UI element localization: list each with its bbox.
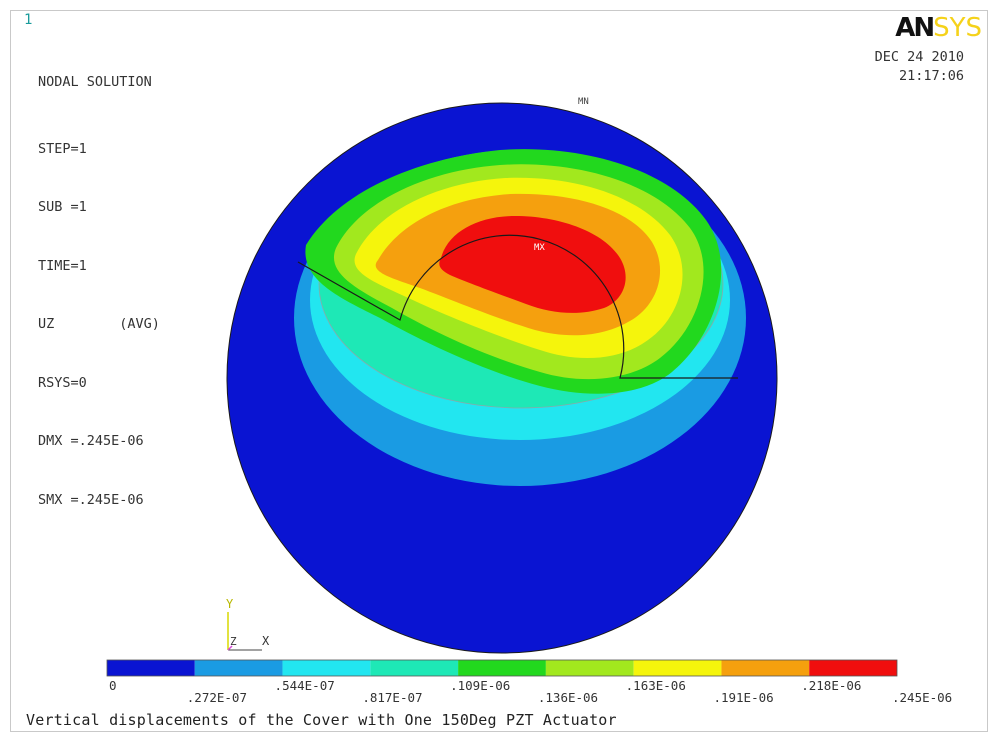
logo-sys: SYS bbox=[933, 13, 982, 43]
legend-label: .817E-07 bbox=[362, 690, 423, 705]
legend-swatch bbox=[545, 660, 634, 676]
legend-swatch bbox=[721, 660, 810, 676]
legend-label: .544E-07 bbox=[274, 678, 335, 693]
triad-x-label: X bbox=[262, 634, 270, 648]
info-step: STEP=1 bbox=[38, 140, 87, 157]
legend-swatch bbox=[458, 660, 546, 676]
min-marker: MN bbox=[578, 97, 589, 107]
legend-swatch bbox=[107, 660, 195, 676]
legend-swatch bbox=[282, 660, 371, 676]
solution-info: NODAL SOLUTION STEP=1 SUB =1 TIME=1 UZ (… bbox=[38, 34, 160, 530]
band-9 bbox=[439, 216, 626, 313]
logo-an: AN bbox=[895, 13, 935, 43]
datetime: DEC 24 2010 21:17:06 bbox=[875, 48, 964, 86]
legend-swatch bbox=[633, 660, 722, 676]
legend-label: .272E-07 bbox=[186, 690, 247, 705]
legend-label: .191E-06 bbox=[713, 690, 774, 705]
info-sub: SUB =1 bbox=[38, 199, 87, 215]
legend-label: .218E-06 bbox=[801, 678, 862, 693]
caption: Vertical displacements of the Cover with… bbox=[26, 711, 617, 729]
legend-swatch bbox=[370, 660, 459, 676]
triad-z-axis bbox=[227, 645, 233, 651]
contour-bands bbox=[294, 149, 746, 486]
max-marker: MX bbox=[534, 243, 545, 253]
legend-swatch bbox=[809, 660, 897, 676]
ansys-logo: ANSYS bbox=[895, 14, 982, 42]
legend-label: .109E-06 bbox=[450, 678, 511, 693]
legend-border bbox=[106, 659, 898, 677]
axis-triad: Y Z X bbox=[226, 597, 270, 651]
legend-label: .163E-06 bbox=[625, 678, 686, 693]
info-quantity: UZ (AVG) bbox=[38, 316, 160, 332]
legend-swatch bbox=[194, 660, 283, 676]
info-smx: SMX =.245E-06 bbox=[38, 491, 144, 508]
triad-z-label: Z bbox=[230, 635, 237, 648]
info-time: TIME=1 bbox=[38, 257, 87, 274]
legend-color-bar bbox=[106, 659, 898, 677]
info-rsys: RSYS=0 bbox=[38, 374, 87, 391]
info-dmx: DMX =.245E-06 bbox=[38, 433, 144, 449]
date-text: DEC 24 2010 bbox=[874, 49, 964, 65]
legend-label: .245E-06 bbox=[892, 690, 953, 705]
info-title: NODAL SOLUTION bbox=[38, 74, 152, 90]
window-number: 1 bbox=[24, 12, 33, 28]
legend-label: 0 bbox=[109, 678, 117, 693]
time-text: 21:17:06 bbox=[898, 68, 964, 84]
legend-label: .136E-06 bbox=[537, 690, 599, 705]
triad-y-label: Y bbox=[226, 597, 234, 611]
actuator-outline bbox=[297, 234, 738, 379]
